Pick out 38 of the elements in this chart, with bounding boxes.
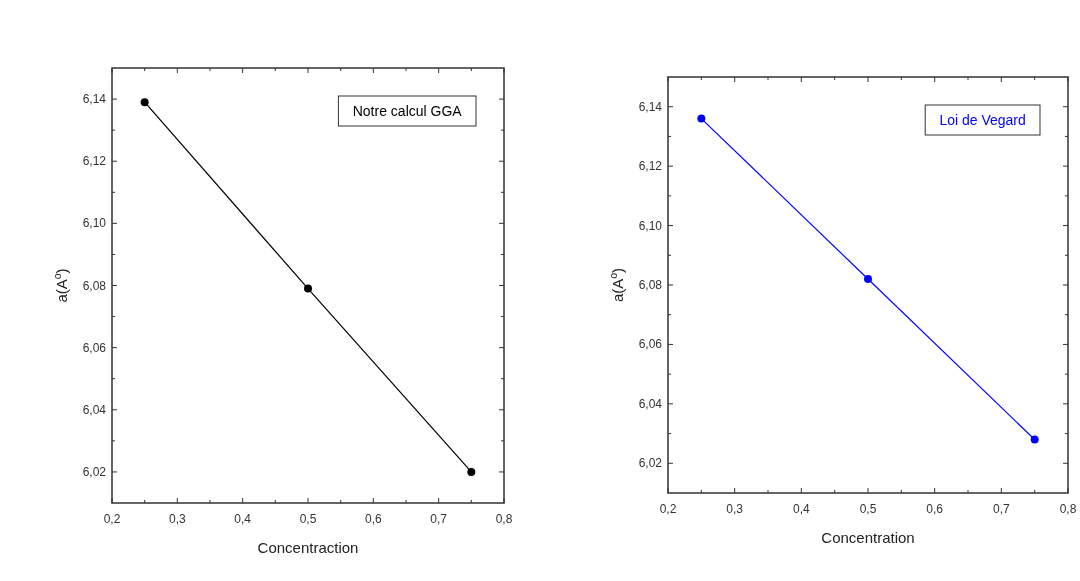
x-tick-label: 0,7 <box>992 502 1010 516</box>
text: Notre calcul GGA <box>352 103 463 119</box>
x-tick-label: 0,6 <box>926 502 944 516</box>
text: Loi de Vegard <box>939 112 1026 128</box>
x-tick-label: 0,4 <box>234 512 252 526</box>
x-axis-title: Concentration <box>821 529 915 546</box>
y-tick-label: 6,12 <box>82 154 107 169</box>
point <box>697 114 706 123</box>
x-axis-title: Concentraction <box>257 539 359 556</box>
x-tick-label: 0,3 <box>726 502 744 516</box>
y-tick-label: 6,10 <box>638 218 663 233</box>
y-tick-label: 6,08 <box>638 278 663 292</box>
x-tick-label: 0,8 <box>495 512 513 526</box>
y-tick-label: 6,04 <box>82 402 107 417</box>
x-tick-label: 0,3 <box>168 512 186 526</box>
x-tick-label: 0,5 <box>299 512 317 526</box>
y-tick-label: 6,02 <box>638 456 663 471</box>
y-tick-label: 6,12 <box>638 159 663 174</box>
x-tick-label: 0,8 <box>1059 502 1077 516</box>
y-tick-label: 6,14 <box>638 99 663 114</box>
x-tick-label: 0,5 <box>859 502 877 516</box>
point <box>864 275 872 284</box>
point <box>1030 435 1039 444</box>
point <box>304 284 312 293</box>
y-tick-label: 6,08 <box>82 278 107 293</box>
y-tick-label: 6,02 <box>82 464 107 479</box>
point <box>467 467 476 476</box>
x-tick-label: 0,6 <box>364 512 382 526</box>
x-tick-label: 0,4 <box>792 502 810 516</box>
y-tick-label: 6,06 <box>638 337 663 352</box>
y-tick-label: 6,14 <box>82 92 107 107</box>
y-tick-label: 6,06 <box>82 340 107 355</box>
y-tick-label: 6,10 <box>82 216 107 231</box>
x-tick-label: 0,2 <box>659 502 677 516</box>
y-tick-label: 6,04 <box>638 396 663 411</box>
x-tick-label: 0,2 <box>103 512 121 526</box>
point <box>140 98 149 107</box>
x-tick-label: 0,7 <box>430 512 448 526</box>
